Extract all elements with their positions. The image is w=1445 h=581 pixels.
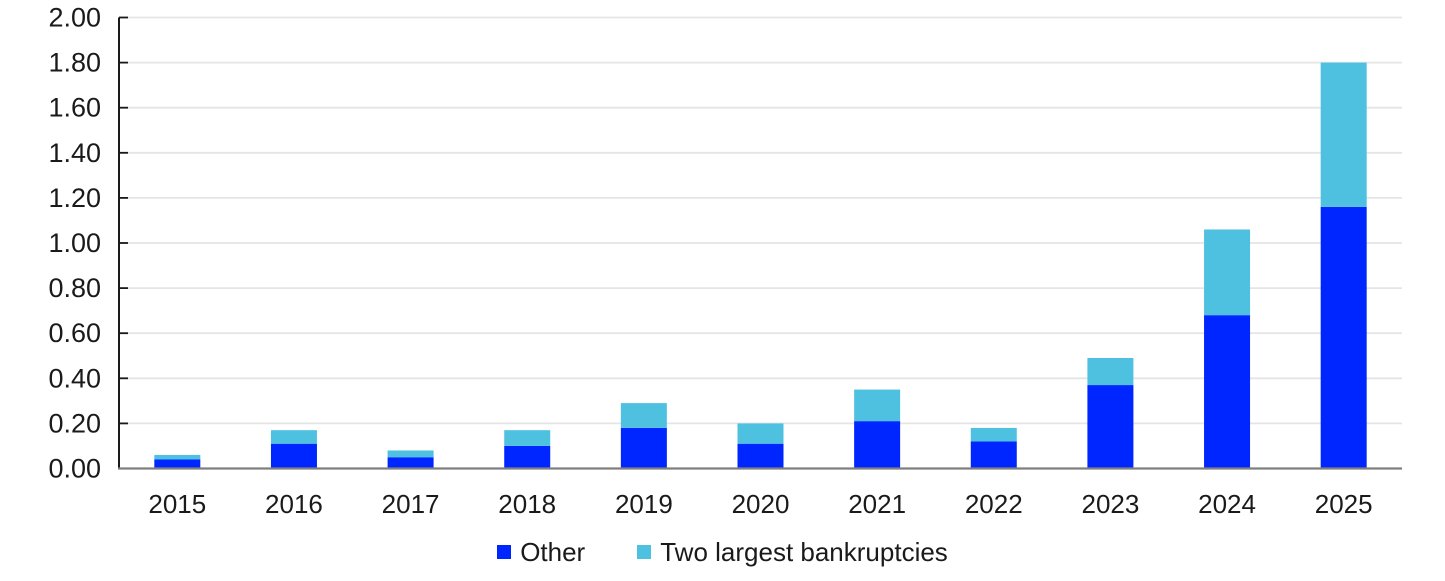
legend-label-two-largest-bankruptcies: Two largest bankruptcies (660, 537, 948, 567)
x-axis-label-2019: 2019 (615, 489, 673, 519)
x-axis-label-2018: 2018 (498, 489, 556, 519)
legend-item-two-largest-bankruptcies: Two largest bankruptcies (637, 539, 948, 565)
y-axis-label: 0.80 (48, 273, 101, 303)
y-axis-label: 0.60 (48, 318, 101, 348)
bar-segment-2017-two-largest-bankruptcies (387, 450, 434, 458)
bar-segment-2016-two-largest-bankruptcies (270, 430, 317, 444)
legend-swatch-two-largest-bankruptcies (637, 545, 652, 559)
bar-segment-2020-other (737, 443, 784, 469)
x-axis-label-2015: 2015 (148, 489, 206, 519)
y-axis-label: 2.00 (48, 3, 101, 33)
bar-segment-2020-two-largest-bankruptcies (737, 423, 784, 444)
bar-segment-2023-two-largest-bankruptcies (1087, 358, 1134, 386)
y-axis-label: 0.40 (48, 363, 101, 393)
bar-segment-2015-two-largest-bankruptcies (154, 454, 201, 460)
chart-legend: Other Two largest bankruptcies (0, 534, 1445, 570)
bar-segment-2024-two-largest-bankruptcies (1204, 229, 1251, 316)
bar-segment-2021-two-largest-bankruptcies (854, 389, 901, 422)
bar-segment-2015-other (154, 459, 201, 469)
bar-segment-2021-other (854, 421, 901, 469)
x-axis-label-2016: 2016 (265, 489, 323, 519)
bar-segment-2025-two-largest-bankruptcies (1320, 62, 1367, 207)
x-axis-label-2020: 2020 (732, 489, 790, 519)
bar-segment-2018-two-largest-bankruptcies (504, 430, 551, 446)
bar-segment-2019-other (620, 427, 667, 469)
y-axis-label: 1.20 (48, 183, 101, 213)
legend-swatch-other (497, 545, 512, 559)
bar-segment-2017-other (387, 457, 434, 469)
y-axis-label: 1.80 (48, 48, 101, 78)
bar-segment-2019-two-largest-bankruptcies (620, 403, 667, 428)
bar-segment-2018-other (504, 445, 551, 469)
bar-segment-2024-other (1204, 315, 1251, 469)
bar-segment-2025-other (1320, 206, 1367, 469)
y-axis-label: 0.20 (48, 408, 101, 438)
x-axis-label-2017: 2017 (382, 489, 440, 519)
bar-segment-2022-other (970, 441, 1017, 469)
bar-segment-2022-two-largest-bankruptcies (970, 427, 1017, 442)
y-axis-label: 0.00 (48, 454, 101, 484)
x-axis-label-2025: 2025 (1315, 489, 1373, 519)
x-axis-label-2022: 2022 (965, 489, 1023, 519)
bar-segment-2016-other (270, 443, 317, 469)
y-axis-label: 1.00 (48, 228, 101, 258)
legend-item-other: Other (497, 539, 585, 565)
bar-segment-2023-other (1087, 385, 1134, 469)
y-axis-label: 1.40 (48, 138, 101, 168)
x-axis-label-2021: 2021 (848, 489, 906, 519)
x-axis-label-2024: 2024 (1198, 489, 1256, 519)
x-axis-label-2023: 2023 (1081, 489, 1139, 519)
legend-label-other: Other (520, 537, 586, 567)
y-axis-label: 1.60 (48, 93, 101, 123)
